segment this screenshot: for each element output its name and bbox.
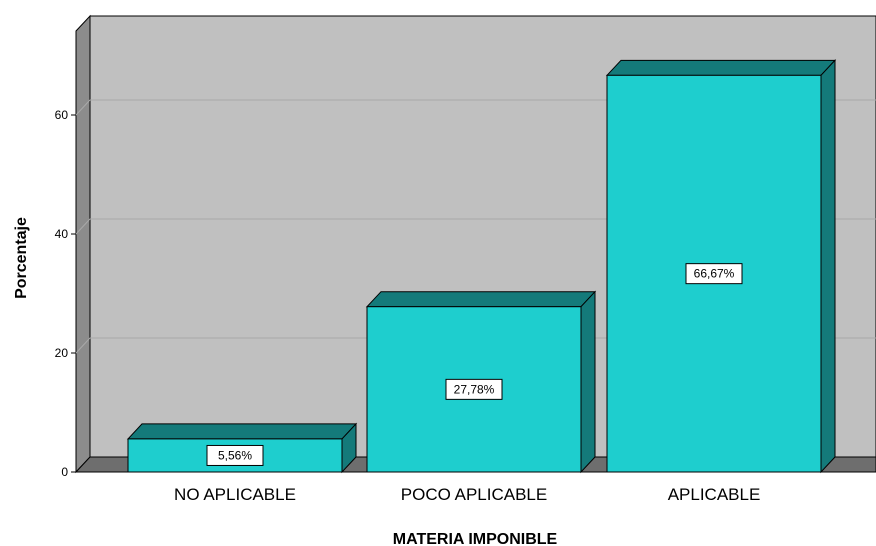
bar: 66,67% (605, 59, 837, 474)
plot-side-wall (75, 14, 91, 474)
bar: 5,56% (126, 422, 358, 474)
y-tick-label: 0 (61, 465, 68, 479)
data-label: 27,78% (445, 378, 503, 400)
data-label-text: 66,67% (694, 267, 735, 281)
x-tick-label: NO APLICABLE (174, 485, 296, 504)
y-axis-ticks: 0 20 40 60 (55, 108, 76, 479)
data-label: 66,67% (685, 263, 743, 285)
data-label-box (206, 444, 264, 466)
bar-top-face (126, 423, 358, 440)
bar-side-face (820, 59, 836, 474)
bar-top-face (365, 291, 597, 308)
y-axis-title: Porcentaje (13, 217, 30, 299)
x-axis-title: MATERIA IMPONIBLE (393, 531, 558, 546)
bar: 27,78% (365, 290, 597, 474)
y-tick-label: 20 (55, 346, 69, 360)
data-label: 5,56% (206, 444, 264, 466)
bars: 5,56% 27,78% 66,67% (126, 59, 837, 474)
y-tick-label: 60 (55, 108, 69, 122)
x-tick-label: POCO APLICABLE (401, 485, 547, 504)
data-label-text: 27,78% (454, 382, 495, 396)
x-axis-ticks: NO APLICABLE POCO APLICABLE APLICABLE (174, 485, 760, 504)
y-tick-label: 40 (55, 227, 69, 241)
gridline-side (75, 218, 91, 235)
gridline-side (75, 99, 91, 116)
bar-top-face (605, 59, 837, 76)
data-label-box (445, 378, 503, 400)
gridline-side (75, 337, 91, 354)
data-label-box (685, 263, 743, 285)
x-tick-label: APLICABLE (668, 485, 761, 504)
bar-side-face (580, 290, 596, 474)
data-label-text: 5,56% (218, 448, 252, 462)
